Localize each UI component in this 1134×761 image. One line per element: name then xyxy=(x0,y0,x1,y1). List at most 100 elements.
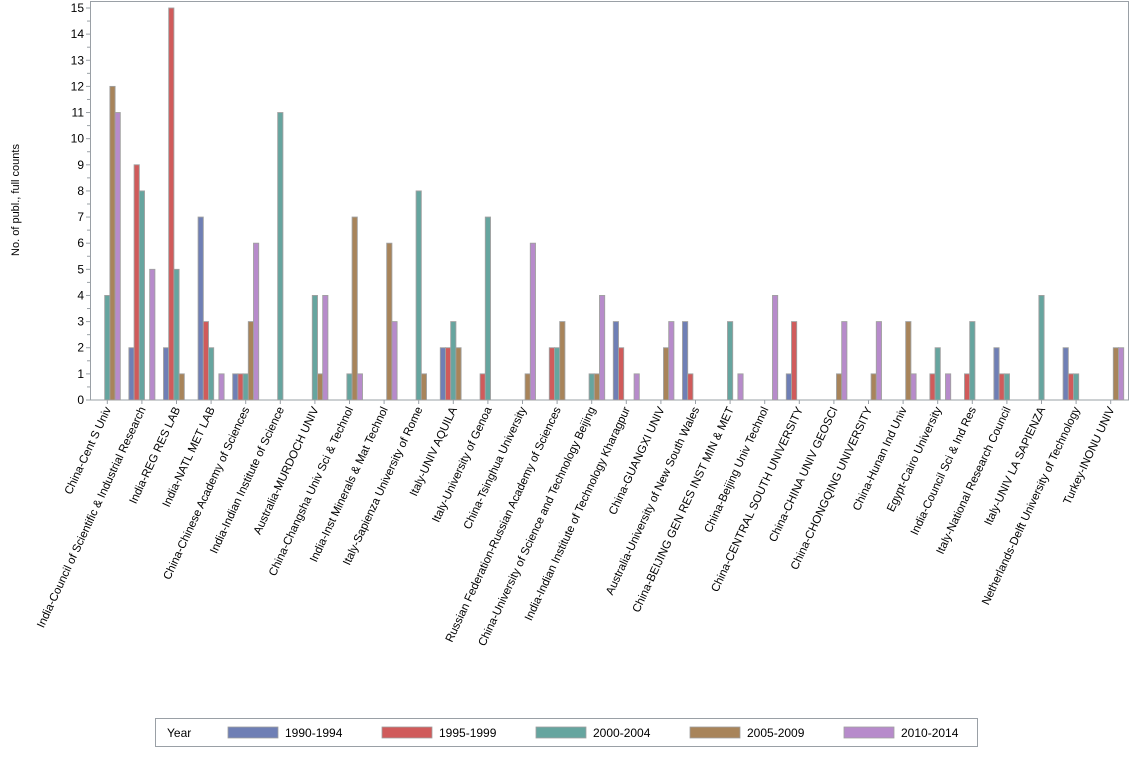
bar-2005-2009-29 xyxy=(1112,347,1119,401)
y-tick-label: 7 xyxy=(77,210,84,224)
bar-2000-2004-13 xyxy=(554,347,561,401)
bar-1995-1999-1 xyxy=(133,164,140,401)
y-tick-label: 15 xyxy=(71,1,85,15)
bar-2005-2009-0 xyxy=(109,85,116,401)
legend-swatch-1995-1999 xyxy=(381,726,433,739)
bar-1995-1999-11 xyxy=(479,373,486,401)
y-tick-label: 3 xyxy=(77,315,84,329)
bar-2005-2009-13 xyxy=(559,321,566,401)
y-tick-label: 5 xyxy=(77,262,84,276)
bar-2000-2004-9 xyxy=(415,190,422,401)
bar-1995-1999-15 xyxy=(618,347,625,401)
bar-1995-1999-28 xyxy=(1067,373,1074,401)
legend-title: Year xyxy=(167,726,191,740)
bar-2000-2004-3 xyxy=(208,347,215,401)
x-tick-label: China-Tsinghua University xyxy=(462,405,529,531)
bar-1990-1994-20 xyxy=(785,373,792,401)
bar-1995-1999-24 xyxy=(929,373,936,401)
bar-2010-2014-4 xyxy=(253,242,260,401)
bar-2005-2009-2 xyxy=(178,373,185,401)
bar-1990-1994-4 xyxy=(232,373,239,401)
bar-2000-2004-0 xyxy=(104,295,111,401)
bar-2010-2014-14 xyxy=(599,295,606,401)
bar-2000-2004-24 xyxy=(934,347,941,401)
bar-1990-1994-28 xyxy=(1062,347,1069,401)
bar-1990-1994-15 xyxy=(612,321,619,401)
bar-2000-2004-18 xyxy=(727,321,734,401)
legend-label: 1990-1994 xyxy=(285,726,343,740)
bar-2010-2014-24 xyxy=(945,373,952,401)
legend-label: 2010-2014 xyxy=(901,726,959,740)
legend-label: 1995-1999 xyxy=(439,726,497,740)
bar-2005-2009-4 xyxy=(247,321,254,401)
y-tick-label: 9 xyxy=(77,158,84,172)
bar-2000-2004-28 xyxy=(1073,373,1080,401)
bar-1990-1994-17 xyxy=(682,321,689,401)
bar-2010-2014-19 xyxy=(772,295,779,401)
y-tick-label: 6 xyxy=(77,236,84,250)
bar-2010-2014-22 xyxy=(875,321,882,401)
bar-2000-2004-5 xyxy=(277,112,284,401)
x-tick-label: China-CHINA UNIV GEOSCI xyxy=(767,405,840,544)
bar-1995-1999-2 xyxy=(168,7,175,401)
y-tick-label: 10 xyxy=(71,132,85,146)
x-tick-label: Australia-MURDOCH UNIV xyxy=(252,405,322,537)
y-axis-label: No. of publ., full counts xyxy=(10,144,22,256)
bar-1995-1999-26 xyxy=(998,373,1005,401)
bar-1990-1994-3 xyxy=(197,216,204,401)
legend-frame xyxy=(155,718,978,747)
bar-1990-1994-1 xyxy=(128,347,135,401)
bar-1995-1999-4 xyxy=(237,373,244,401)
bar-2010-2014-12 xyxy=(529,242,536,401)
bar-2010-2014-0 xyxy=(114,112,121,401)
y-tick-label: 12 xyxy=(71,79,85,93)
bar-2010-2014-3 xyxy=(218,373,225,401)
bar-1990-1994-2 xyxy=(163,347,170,401)
bar-2010-2014-6 xyxy=(322,295,329,401)
bar-2005-2009-7 xyxy=(351,216,358,401)
bar-2010-2014-8 xyxy=(391,321,398,401)
bar-2005-2009-12 xyxy=(524,373,531,401)
bar-2000-2004-4 xyxy=(242,373,249,401)
x-tick-label: Italy-UNIV LA SAPIENZA xyxy=(983,405,1049,527)
bar-2010-2014-16 xyxy=(668,321,675,401)
bar-1995-1999-25 xyxy=(964,373,971,401)
legend-label: 2000-2004 xyxy=(593,726,651,740)
bar-2000-2004-7 xyxy=(346,373,353,401)
bars xyxy=(104,7,1125,401)
x-tick-label: China-Beijing Univ Technol xyxy=(703,405,772,534)
bar-2000-2004-26 xyxy=(1003,373,1010,401)
y-tick-label: 2 xyxy=(77,341,84,355)
bar-1995-1999-20 xyxy=(791,321,798,401)
y-tick-label: 14 xyxy=(71,27,85,41)
bar-2005-2009-14 xyxy=(593,373,600,401)
bar-2000-2004-1 xyxy=(138,190,145,401)
legend-label: 2005-2009 xyxy=(747,726,805,740)
legend-swatch-2000-2004 xyxy=(535,726,587,739)
bar-2000-2004-6 xyxy=(311,295,318,401)
bar-2000-2004-27 xyxy=(1038,295,1045,401)
y-tick-label: 0 xyxy=(77,393,84,407)
y-tick-label: 11 xyxy=(72,106,85,120)
bar-2005-2009-8 xyxy=(386,242,393,401)
bar-2005-2009-23 xyxy=(905,321,912,401)
x-tick-label: India-Council Sci & Ind Res xyxy=(909,405,979,537)
bar-1995-1999-17 xyxy=(687,373,694,401)
bar-1995-1999-10 xyxy=(445,347,452,401)
bar-2005-2009-22 xyxy=(870,373,877,401)
bar-1995-1999-13 xyxy=(548,347,555,401)
bar-2010-2014-29 xyxy=(1118,347,1125,401)
y-tick-label: 1 xyxy=(77,367,84,381)
bar-2010-2014-23 xyxy=(910,373,917,401)
bar-2010-2014-21 xyxy=(841,321,848,401)
legend-swatch-2010-2014 xyxy=(843,726,895,739)
bar-1990-1994-10 xyxy=(439,347,446,401)
plot-frame xyxy=(90,1,1129,401)
legend-swatch-2005-2009 xyxy=(689,726,741,739)
bar-1995-1999-3 xyxy=(202,321,209,401)
bar-2000-2004-14 xyxy=(588,373,595,401)
legend: Year 1990-1994 1995-1999 2000-2004 2005-200… xyxy=(155,718,978,747)
bar-2005-2009-21 xyxy=(836,373,843,401)
